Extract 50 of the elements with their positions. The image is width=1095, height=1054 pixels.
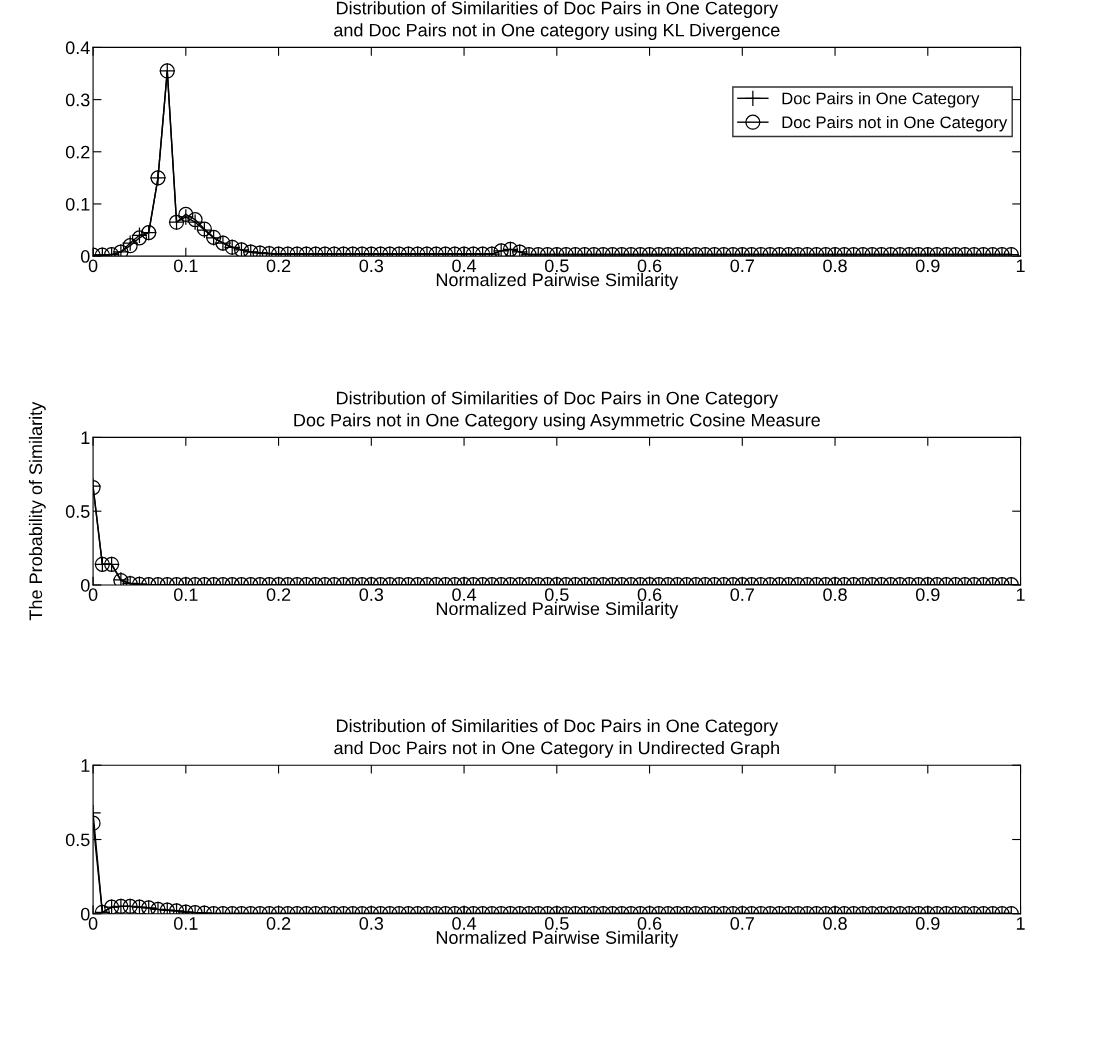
x-tick-label: 0.1 <box>173 588 198 602</box>
x-tick-label: 0.3 <box>359 259 384 273</box>
y-tick-label: 0 <box>80 250 90 263</box>
y-tick-label: 0.5 <box>65 833 90 847</box>
x-tick-label: 0.2 <box>266 259 291 273</box>
x-tick-label: 0.2 <box>266 917 291 930</box>
x-tick-label: 0.5 <box>544 588 569 602</box>
x-tick-label: 0.5 <box>544 917 569 930</box>
chart-title: Distribution of Similarities of Doc Pairs in One Category and Doc Pairs not in One Category in Undirected Graph <box>334 718 779 758</box>
x-tick-label: 0.6 <box>637 259 662 273</box>
y-tick-label: 0.5 <box>65 505 90 518</box>
y-tick-label: 1 <box>81 759 90 772</box>
y-tick-label: 0 <box>80 907 90 921</box>
x-tick-label: 0.8 <box>823 588 847 602</box>
x-tick-label: 0.6 <box>637 588 662 602</box>
x-tick-label: 0.4 <box>452 259 477 273</box>
x-axis-title: Normalized Pairwise Similarity <box>436 601 679 619</box>
x-tick-label: 0.7 <box>730 917 754 930</box>
x-tick-label: 0.4 <box>452 588 477 602</box>
x-tick-label: 0.1 <box>173 259 198 273</box>
y-axis-title: The Probability of Similarity <box>28 401 46 621</box>
x-tick-label: 0.3 <box>359 917 384 930</box>
x-tick-label: 0.1 <box>173 917 198 930</box>
legend-label: Doc Pairs in One Category <box>782 92 980 108</box>
x-tick-label: 0.7 <box>730 588 754 602</box>
legend-label: Doc Pairs not in One Category <box>782 115 1008 132</box>
x-tick-label: 1 <box>1016 917 1025 930</box>
x-axis-title: Normalized Pairwise Similarity <box>436 272 679 290</box>
x-tick-label: 1 <box>1016 259 1025 272</box>
chart-title: Distribution of Similarities of Doc Pairs in One Category and Doc Pairs not in One category using KL Divergence <box>334 1 780 41</box>
x-tick-label: 0.2 <box>266 588 291 602</box>
x-tick-label: 0.3 <box>359 588 384 602</box>
x-tick-label: 0.7 <box>730 259 754 273</box>
x-tick-label: 0.6 <box>637 917 662 930</box>
y-tick-label: 1 <box>81 431 90 444</box>
x-tick-label: 0.5 <box>544 259 569 273</box>
y-tick-label: 0.1 <box>65 197 90 211</box>
x-tick-label: 0.8 <box>823 917 847 930</box>
x-tick-label: 0.9 <box>915 259 940 273</box>
x-tick-label: 0.8 <box>823 259 847 273</box>
x-tick-label: 0.9 <box>915 917 940 930</box>
y-tick-label: 0.3 <box>65 93 90 107</box>
y-tick-label: 0 <box>80 578 90 592</box>
chart-title: Distribution of Similarities of Doc Pairs in One Category Doc Pairs not in One Category using Asymmetric Cosine Measure <box>294 391 820 431</box>
x-axis-title: Normalized Pairwise Similarity <box>436 930 679 948</box>
y-tick-label: 0.2 <box>65 145 90 159</box>
x-tick-label: 0.4 <box>452 917 477 930</box>
x-tick-label: 1 <box>1016 588 1025 601</box>
x-tick-label: 0.9 <box>915 588 940 602</box>
y-tick-label: 0.4 <box>65 41 90 55</box>
